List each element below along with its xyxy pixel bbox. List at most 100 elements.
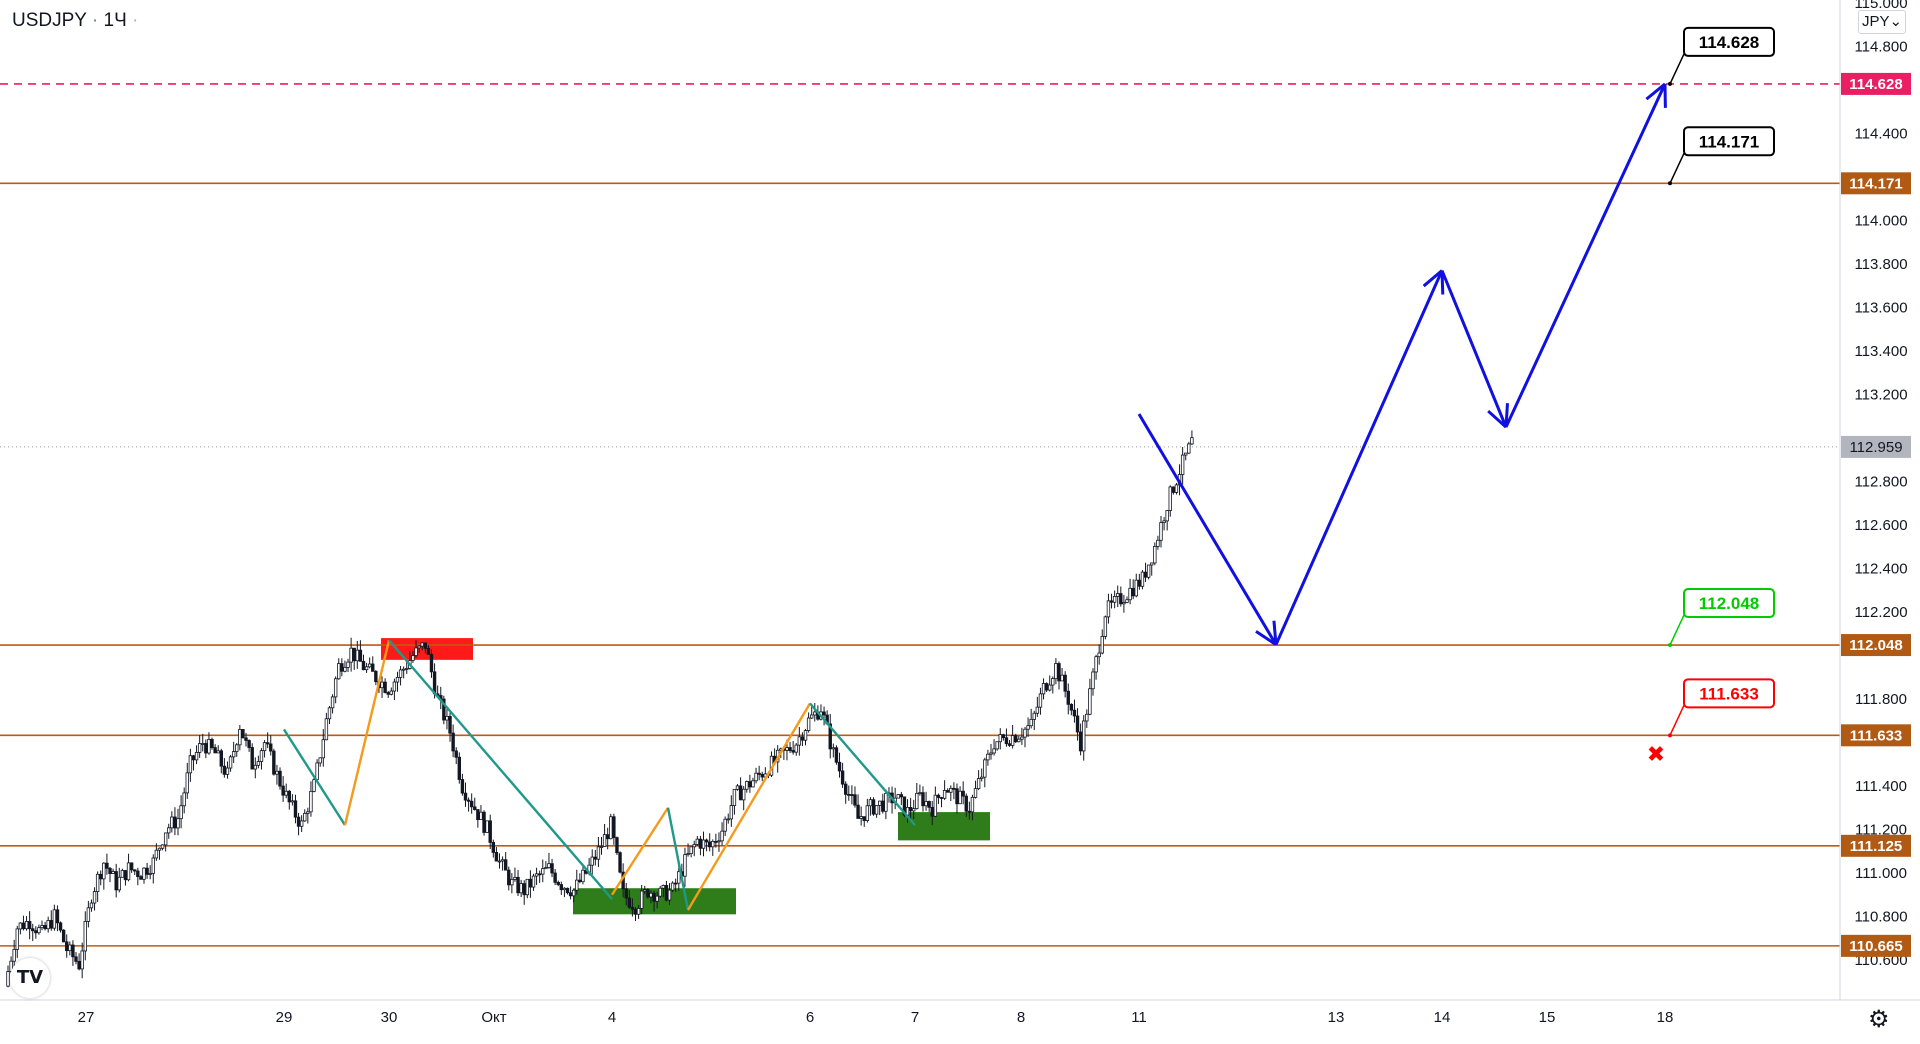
candle-body	[534, 873, 539, 877]
candle-body	[908, 807, 913, 812]
candle-body	[309, 790, 313, 813]
candle-body	[683, 854, 687, 877]
candle-body	[303, 813, 307, 822]
current-price-label: 112.959	[1849, 439, 1902, 456]
candle-body	[1143, 571, 1148, 578]
candle-body	[525, 878, 530, 896]
candle-body	[856, 804, 860, 819]
candle-body	[482, 811, 486, 833]
candle-body	[562, 887, 567, 891]
level-axis-badge	[1841, 834, 1911, 857]
candle-body	[884, 793, 888, 812]
candle-body	[466, 799, 471, 802]
gear-icon[interactable]: ⚙	[1868, 1006, 1890, 1033]
callout-anchor	[1668, 81, 1672, 86]
candle-body	[862, 816, 866, 821]
candle-body	[1017, 738, 1021, 743]
candle-body	[1103, 616, 1108, 637]
candle-body	[173, 816, 177, 829]
candle-body	[878, 800, 882, 806]
candle-body	[689, 846, 693, 855]
candle-body	[46, 920, 50, 930]
candle-body	[392, 681, 397, 692]
candle-body	[930, 806, 934, 817]
time-tick-label: 8	[1017, 1009, 1025, 1026]
candle-body	[1153, 546, 1157, 564]
candle-body	[275, 770, 279, 775]
candle-body	[1184, 452, 1188, 456]
candle-body	[646, 889, 650, 898]
candle-body	[355, 649, 359, 662]
candle-body	[565, 887, 570, 894]
candle-body	[259, 750, 264, 762]
candle-body	[61, 929, 66, 943]
candle-body	[318, 757, 322, 764]
currency-unit-label: JPY	[1861, 13, 1890, 30]
candle-body	[559, 884, 564, 891]
zigzag-leg	[388, 639, 613, 900]
candle-body	[31, 928, 35, 932]
levels-layer	[0, 83, 1840, 947]
candle-body	[735, 785, 740, 790]
forecast-arrowhead	[1645, 82, 1666, 101]
candle-body	[262, 742, 267, 752]
candle-body	[77, 961, 81, 970]
candle-body	[99, 873, 103, 880]
candle-body	[346, 661, 350, 668]
candle-body	[1014, 735, 1018, 743]
tradingview-logo-icon[interactable]: TV	[10, 958, 50, 998]
candle-body	[324, 718, 329, 741]
candle-body	[624, 888, 628, 899]
candle-body	[380, 681, 384, 689]
candle-body	[290, 800, 295, 803]
zigzag-leg	[686, 702, 812, 911]
candle-body	[333, 678, 338, 698]
candle-body	[321, 739, 325, 759]
time-axis[interactable]: 27 29 30 Окт 4 6 7 8 11 13 14 15 18	[78, 1009, 1674, 1026]
candle-body	[1187, 443, 1191, 454]
candle-body	[998, 734, 1002, 743]
candle-body	[970, 796, 975, 813]
candle-body	[633, 908, 638, 915]
candle-body	[247, 740, 251, 748]
candle-body	[992, 748, 996, 754]
currency-unit-button[interactable]: JPY⌄	[1858, 10, 1906, 34]
candle-body	[269, 743, 273, 752]
candle-body	[701, 839, 706, 849]
candle-body	[630, 906, 635, 910]
time-tick-label: 6	[806, 1009, 814, 1026]
candle-body	[420, 642, 424, 647]
candle-body	[256, 761, 261, 766]
candle-body	[503, 859, 508, 871]
candle-body	[1097, 652, 1101, 658]
candle-body	[726, 818, 730, 821]
level-axis-badge	[1841, 634, 1911, 657]
candle-body	[1054, 663, 1058, 680]
candle-body	[1048, 684, 1052, 691]
callout-pointer	[1669, 152, 1685, 184]
candle-body	[599, 846, 604, 848]
candle-body	[1051, 678, 1055, 686]
price-tick-label: 113.800	[1854, 256, 1907, 273]
callout-box	[1683, 678, 1775, 709]
price-axis[interactable]: 115.000 114.800 114.400 114.000 113.800 113.6…	[1854, 0, 1907, 969]
candle-body	[83, 921, 87, 952]
candle-body	[253, 764, 257, 770]
price-tick-label: 111.200	[1855, 822, 1907, 839]
candle-body	[1134, 579, 1138, 597]
candle-body	[185, 772, 189, 794]
candle-body	[961, 790, 965, 797]
candle-body	[469, 800, 474, 808]
symbol-header[interactable]: USDJPY · 1Ч ·	[12, 10, 138, 32]
level-axis-label: 112.048	[1849, 637, 1902, 654]
timeframe-label[interactable]: 1Ч	[103, 10, 127, 31]
zigzag-leg	[343, 639, 391, 826]
candle-body	[426, 647, 431, 655]
candle-body	[191, 755, 196, 761]
candle-body	[989, 752, 993, 755]
candle-body	[874, 805, 879, 815]
candle-body	[188, 755, 193, 774]
symbol-name[interactable]: USDJPY	[12, 10, 87, 31]
candle-body	[479, 811, 483, 820]
